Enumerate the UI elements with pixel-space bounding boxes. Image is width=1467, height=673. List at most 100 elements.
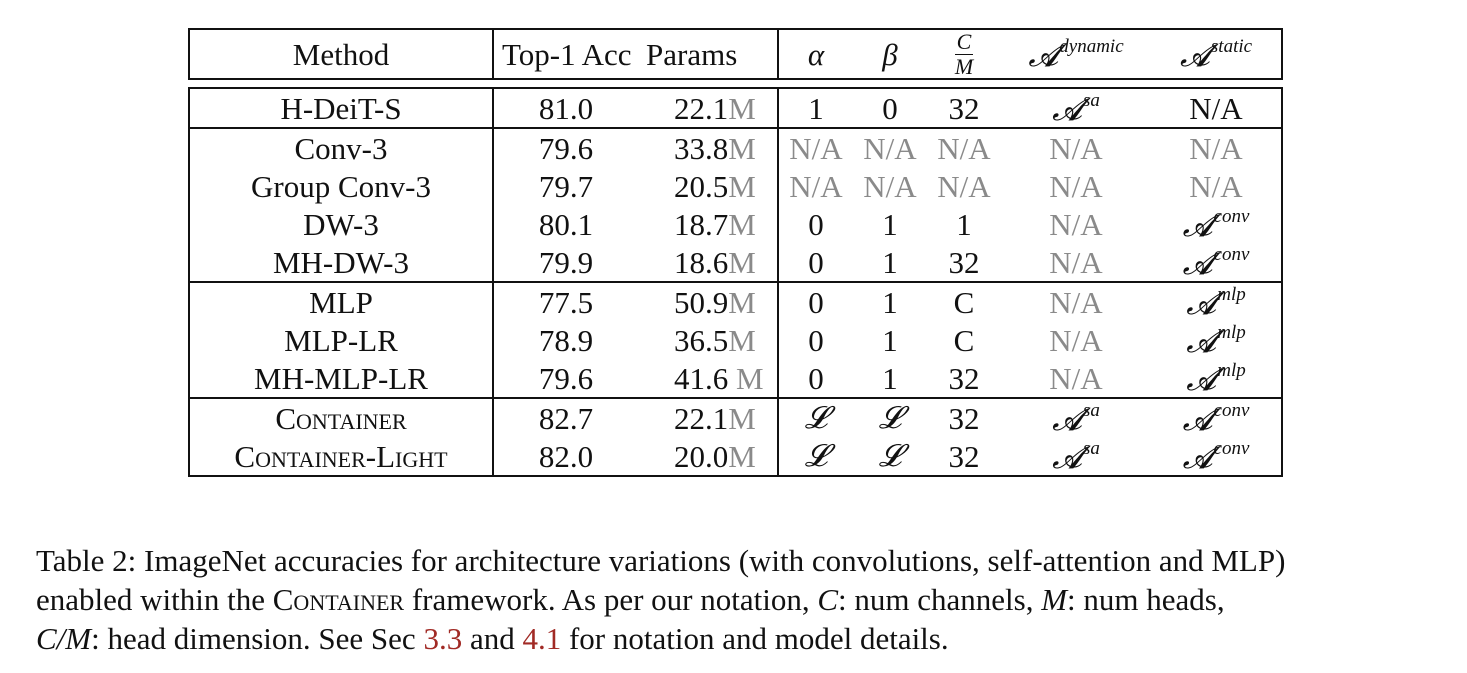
a-dynamic-value: N/A (1049, 244, 1103, 280)
header-beta: β (853, 28, 927, 80)
fraction-numerator: C (954, 29, 974, 55)
caption-math-m: M (1041, 582, 1068, 617)
cell-top1: 79.6 (493, 359, 638, 398)
cell-alpha: N/A (778, 167, 853, 205)
alpha-value: 0 (808, 284, 824, 320)
script-a-symbol: 𝓐 (1028, 37, 1059, 74)
caption-container-name: Container (272, 582, 405, 617)
params-unit: M (728, 400, 756, 436)
cell-alpha: 𝓛 (778, 437, 853, 477)
a-dynamic-value: N/A (1049, 284, 1103, 320)
header-a-static: 𝓐static (1151, 28, 1283, 80)
cell-top1: 82.7 (493, 397, 638, 437)
c-over-m-value: 1 (956, 206, 972, 242)
cell-a-dynamic: N/A (1001, 205, 1151, 243)
superscript: dynamic (1059, 35, 1124, 57)
cell-a-dynamic: N/A (1001, 321, 1151, 359)
params-unit: M (728, 168, 756, 204)
beta-value: 𝓛 (878, 400, 902, 436)
c-over-m-value: 32 (948, 90, 980, 126)
cell-a-dynamic: 𝓐sa (1001, 437, 1151, 477)
cell-a-dynamic: N/A (1001, 359, 1151, 398)
c-over-m-value: 32 (948, 244, 980, 280)
header-top1: Top-1 Acc (493, 28, 638, 80)
cell-c-over-m: 32 (927, 359, 1001, 398)
cell-params: 18.7M (638, 205, 779, 243)
alpha-value: N/A (789, 130, 843, 166)
beta-value: N/A (863, 168, 917, 204)
superscript: mlp (1217, 321, 1246, 343)
a-static-value: N/A (1189, 90, 1243, 126)
alpha-value: 𝓛 (804, 400, 828, 436)
superscript: mlp (1217, 359, 1246, 381)
script-a-symbol: 𝓐 (1179, 37, 1210, 74)
a-dynamic-value: 𝓐 (1052, 439, 1083, 476)
cell-top1: 81.0 (493, 87, 638, 129)
cell-method: Conv-3 (188, 127, 494, 167)
cell-alpha: 𝓛 (778, 397, 853, 437)
beta-value: 1 (882, 244, 898, 280)
method-name: H-DeiT-S (280, 90, 402, 126)
cell-a-dynamic: N/A (1001, 281, 1151, 321)
cell-method: MLP (188, 281, 494, 321)
superscript: sa (1083, 399, 1100, 421)
a-static-value: N/A (1189, 130, 1243, 166)
cell-c-over-m: 32 (927, 87, 1001, 129)
params-unit: M (728, 284, 756, 320)
top1-value: 80.1 (538, 206, 594, 242)
method-name: MLP (309, 284, 373, 320)
a-dynamic-value: N/A (1049, 360, 1103, 396)
top1-value: 79.7 (538, 168, 594, 204)
top1-value: 78.9 (538, 322, 594, 358)
superscript: conv (1213, 243, 1250, 265)
a-dynamic-value: N/A (1049, 322, 1103, 358)
cell-alpha: N/A (778, 127, 853, 167)
method-name: Container-Light (234, 438, 448, 474)
header-a-dynamic: 𝓐dynamic (1001, 28, 1151, 80)
beta-value: 1 (882, 284, 898, 320)
cell-beta: 1 (853, 281, 927, 321)
table-row: Conv-3 79.6 33.8M N/A N/A N/A N/A N/A (188, 127, 1283, 167)
method-name: Container (275, 400, 407, 436)
a-static-value: 𝓐 (1182, 401, 1213, 438)
cell-params: 36.5M (638, 321, 779, 359)
cell-params: 20.0M (638, 437, 779, 477)
alpha-value: 0 (808, 206, 824, 242)
cell-beta: 1 (853, 243, 927, 282)
cell-top1: 82.0 (493, 437, 638, 477)
a-static-value: 𝓐 (1182, 207, 1213, 244)
cell-top1: 77.5 (493, 281, 638, 321)
params-value: 33.8 (674, 130, 729, 166)
cell-beta: 1 (853, 321, 927, 359)
params-value: 18.7 (674, 206, 729, 242)
a-static-value: N/A (1189, 168, 1243, 204)
cell-a-dynamic: 𝓐sa (1001, 87, 1151, 129)
cell-c-over-m: 32 (927, 397, 1001, 437)
cell-beta: 𝓛 (853, 437, 927, 477)
section-ref-link[interactable]: 4.1 (522, 621, 562, 656)
c-over-m-value: N/A (937, 130, 991, 166)
table-row: H-DeiT-S 81.0 22.1M 1 0 32 𝓐sa N/A (188, 87, 1283, 129)
params-value: 50.9 (674, 284, 729, 320)
params-value: 20.0 (674, 438, 729, 474)
a-dynamic-value: 𝓐 (1052, 91, 1083, 128)
cell-params: 18.6M (638, 243, 779, 282)
method-name: MLP-LR (284, 322, 398, 358)
cell-method: MH-MLP-LR (188, 359, 494, 398)
cell-method: DW-3 (188, 205, 494, 243)
cell-a-static: N/A (1151, 87, 1283, 129)
cell-a-static: 𝓐mlp (1151, 359, 1283, 398)
c-over-m-value: C (953, 322, 975, 358)
alpha-value: 𝓛 (804, 438, 828, 474)
table-row: MLP-LR 78.9 36.5M 0 1 C N/A 𝓐mlp (188, 321, 1283, 359)
caption-math-cm: C/M (36, 621, 92, 656)
header-c-over-m: C M (927, 28, 1001, 80)
caption-line-1: Table 2: ImageNet accuracies for archite… (36, 541, 1436, 580)
cell-a-static: N/A (1151, 167, 1283, 205)
section-ref-link[interactable]: 3.3 (423, 621, 463, 656)
beta-value: 0 (882, 90, 898, 126)
method-name: MH-MLP-LR (254, 360, 428, 396)
cell-a-static: 𝓐conv (1151, 437, 1283, 477)
cell-a-static: 𝓐conv (1151, 243, 1283, 282)
c-over-m-value: C (953, 284, 975, 320)
